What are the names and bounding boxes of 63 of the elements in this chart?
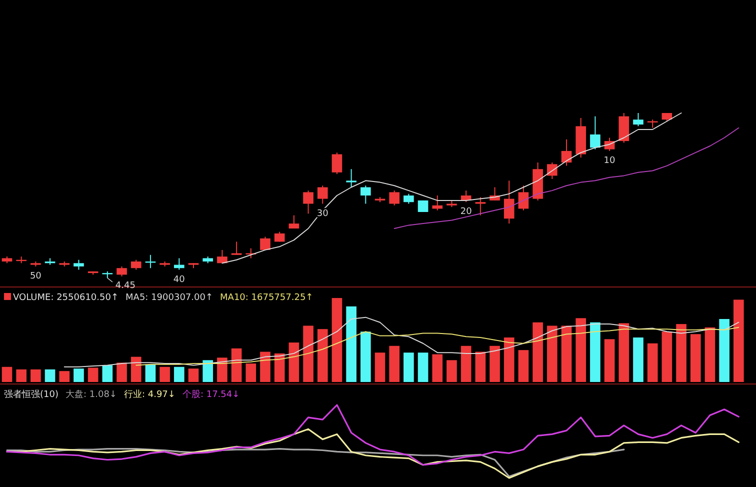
bar xyxy=(576,318,586,382)
text: MA5: 1900307.00↑ xyxy=(126,293,214,303)
bar xyxy=(30,369,41,382)
text: 行业: 4.97↓ xyxy=(124,389,176,400)
bar xyxy=(374,352,386,382)
bar xyxy=(160,366,170,382)
bar xyxy=(490,346,500,382)
bar xyxy=(274,353,285,382)
bar xyxy=(88,368,98,382)
bar xyxy=(202,360,214,382)
bar xyxy=(690,334,701,382)
bar xyxy=(303,326,314,382)
bar xyxy=(317,329,328,382)
annotation: 50 xyxy=(30,271,42,282)
bar xyxy=(518,350,529,382)
legend-label: VOLUME: 2550610.50↑ xyxy=(13,293,119,303)
bar xyxy=(647,343,658,382)
bar xyxy=(231,348,242,382)
bar xyxy=(74,368,84,382)
bar xyxy=(475,352,486,382)
bar xyxy=(116,362,127,382)
chart-title: 强者恒强(10) xyxy=(4,389,58,400)
text: 个股: 17.54↓ xyxy=(182,389,240,400)
bar xyxy=(618,323,630,382)
bar xyxy=(404,352,414,382)
bar xyxy=(460,346,472,382)
text: 大盘: 1.08↓ xyxy=(65,389,117,400)
bar xyxy=(16,369,27,382)
annotation: 40 xyxy=(173,274,186,285)
bar xyxy=(590,322,600,382)
annotation: 20 xyxy=(460,207,472,218)
bar xyxy=(704,327,716,382)
bar xyxy=(546,326,558,382)
bar xyxy=(59,371,70,382)
bar xyxy=(188,368,199,382)
bar xyxy=(2,366,12,382)
bar xyxy=(676,324,686,382)
bar xyxy=(719,319,730,382)
bar xyxy=(733,300,744,382)
bar xyxy=(604,339,615,382)
bar xyxy=(44,369,56,382)
annotation: 10 xyxy=(604,156,616,166)
bar xyxy=(446,360,457,382)
bar xyxy=(389,346,400,382)
text: MA10: 1675757.25↑ xyxy=(220,293,314,303)
bar xyxy=(360,332,371,382)
bar xyxy=(102,365,113,382)
bar xyxy=(332,298,342,382)
bar xyxy=(217,358,228,382)
bar xyxy=(130,356,142,382)
bar xyxy=(174,366,184,382)
bar xyxy=(246,364,256,382)
bar xyxy=(662,332,672,382)
bar xyxy=(288,342,300,382)
bar xyxy=(418,352,428,382)
bar xyxy=(432,354,443,382)
bar xyxy=(561,326,572,382)
bar xyxy=(346,306,356,382)
bar xyxy=(532,322,543,382)
bar xyxy=(145,364,156,382)
bar xyxy=(633,337,644,382)
bar xyxy=(504,337,514,382)
bar xyxy=(260,352,270,382)
